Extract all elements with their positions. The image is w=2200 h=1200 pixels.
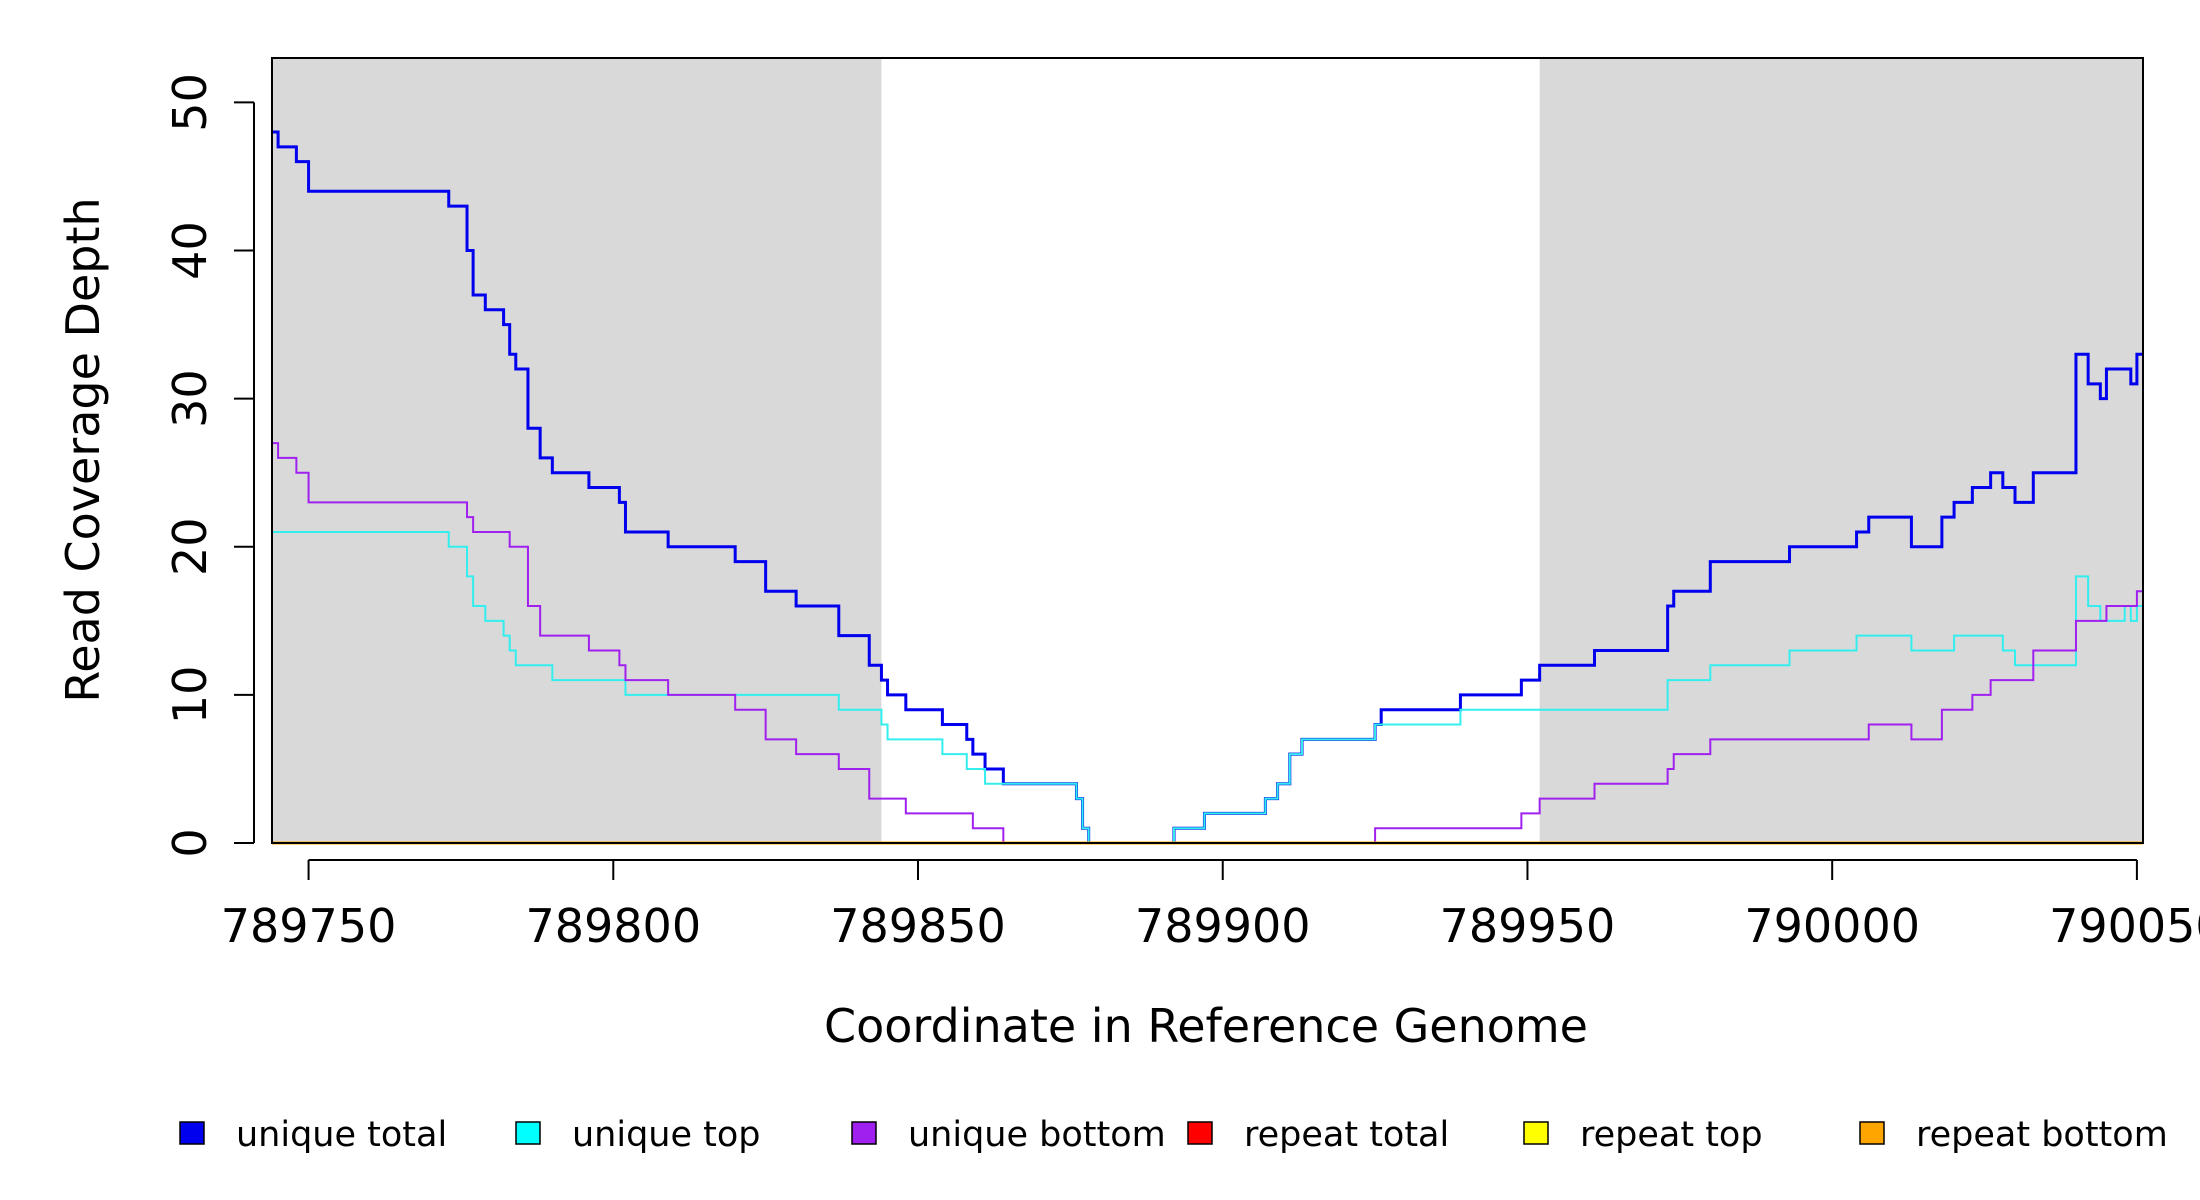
x-tick-label: 789800: [525, 899, 701, 953]
x-tick-label: 789750: [221, 899, 397, 953]
y-tick-label: 30: [163, 369, 217, 428]
y-tick-label: 20: [163, 518, 217, 577]
legend-swatch: [1859, 1121, 1885, 1145]
legend-item-repeat-total: repeat total: [1187, 1115, 1449, 1155]
legend-item-repeat-bottom: repeat bottom: [1859, 1115, 2168, 1155]
legend: unique total unique top unique bottom repea…: [179, 1115, 2168, 1155]
legend-label: unique top: [572, 1115, 761, 1155]
y-tick-label: 50: [163, 73, 217, 132]
x-tick-label: 789900: [1135, 899, 1311, 953]
legend-label: unique bottom: [908, 1115, 1166, 1155]
legend-item-unique-bottom: unique bottom: [851, 1115, 1166, 1155]
x-axis: 789750 789800 789850 789900 789950 790000 7900…: [221, 859, 2200, 953]
y-axis: 0 10 20 30 40 50: [163, 73, 255, 858]
legend-item-repeat-top: repeat top: [1523, 1115, 1763, 1155]
series-unique-top: [272, 530, 2143, 844]
y-tick-label: 10: [163, 666, 217, 725]
shaded-region-1: [272, 58, 882, 843]
legend-item-unique-total: unique total: [179, 1115, 447, 1155]
x-tick-label: 789950: [1440, 899, 1616, 953]
legend-item-unique-top: unique top: [515, 1115, 761, 1155]
y-tick-label: 40: [163, 221, 217, 280]
legend-swatch: [1523, 1121, 1549, 1145]
series-unique-bottom: [272, 442, 2143, 844]
legend-swatch: [179, 1121, 205, 1145]
shaded-regions: [272, 58, 2143, 843]
legend-label: unique total: [236, 1115, 447, 1155]
legend-label: repeat total: [1244, 1115, 1449, 1155]
legend-label: repeat top: [1580, 1115, 1763, 1155]
y-tick-label: 0: [163, 828, 217, 857]
x-tick-label: 789850: [830, 899, 1006, 953]
legend-swatch: [515, 1121, 541, 1145]
x-axis-label: Coordinate in Reference Genome: [824, 999, 1588, 1053]
shaded-region-2: [1539, 58, 2143, 843]
legend-label: repeat bottom: [1916, 1115, 2168, 1155]
y-axis-label: Read Coverage Depth: [56, 197, 110, 702]
legend-swatch: [851, 1121, 877, 1145]
x-tick-label: 790000: [1744, 899, 1920, 953]
plot-frame: [271, 57, 2144, 844]
legend-swatch: [1187, 1121, 1213, 1145]
